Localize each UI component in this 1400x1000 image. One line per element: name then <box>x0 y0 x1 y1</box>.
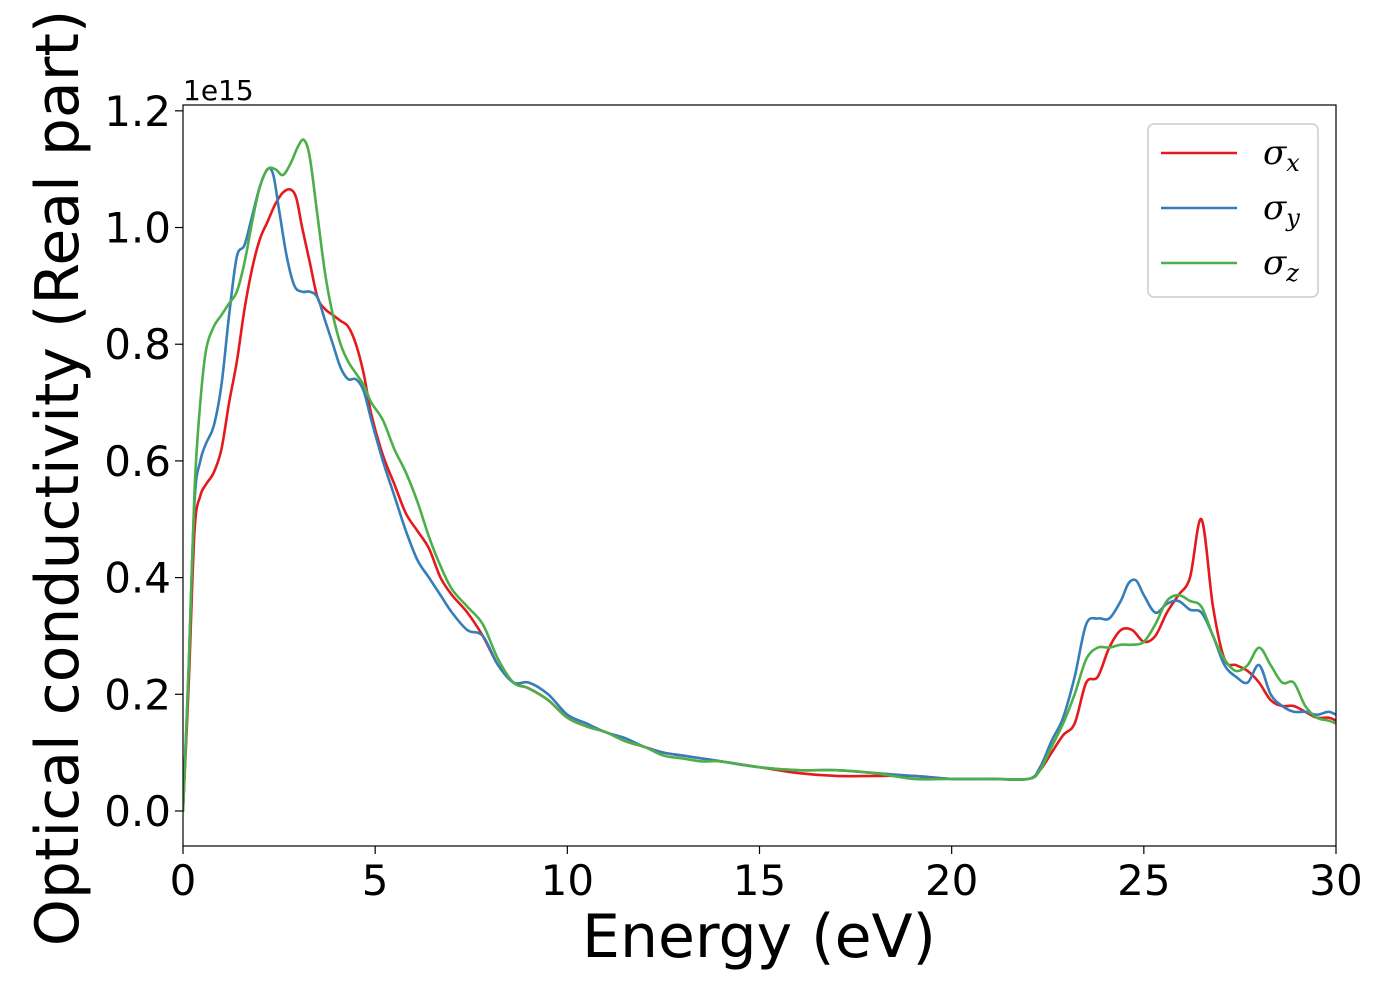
y-tick-label: 0.6 <box>104 437 171 486</box>
x-tick-label: 0 <box>170 856 197 905</box>
legend-label-x: σx <box>1263 133 1300 177</box>
x-tick-label: 10 <box>541 856 594 905</box>
series-line-z <box>183 138 1336 813</box>
plot-area <box>182 104 1337 847</box>
y-tick-label: 0.4 <box>104 554 171 603</box>
y-tick-label: 1.2 <box>104 87 171 136</box>
y-tick-label: 0.8 <box>104 320 171 369</box>
y-axis-title: Optical conductivity (Real part) <box>23 10 93 947</box>
x-tick-label: 20 <box>925 856 978 905</box>
legend-label-y: σy <box>1263 188 1300 232</box>
x-tick-label: 5 <box>362 856 389 905</box>
x-tick-label: 15 <box>733 856 786 905</box>
y-tick-label: 1.0 <box>104 204 171 253</box>
y-tick-label: 0.0 <box>104 787 171 836</box>
series-line-y <box>183 167 1336 813</box>
legend-label-z: σz <box>1263 243 1299 287</box>
x-axis-title: Energy (eV) <box>582 902 936 972</box>
series-lines <box>183 138 1336 813</box>
x-axis-ticks: 0 5 10 15 20 25 30 <box>170 846 1363 905</box>
y-axis-ticks: 0.0 0.2 0.4 0.6 0.8 1.0 1.2 <box>104 87 183 836</box>
legend-box <box>1147 123 1319 298</box>
x-tick-label: 25 <box>1117 856 1170 905</box>
x-tick-label: 30 <box>1309 856 1362 905</box>
y-tick-label: 0.2 <box>104 670 171 719</box>
legend: σx σy σz <box>1147 123 1319 298</box>
y-offset-label: 1e15 <box>183 74 254 107</box>
